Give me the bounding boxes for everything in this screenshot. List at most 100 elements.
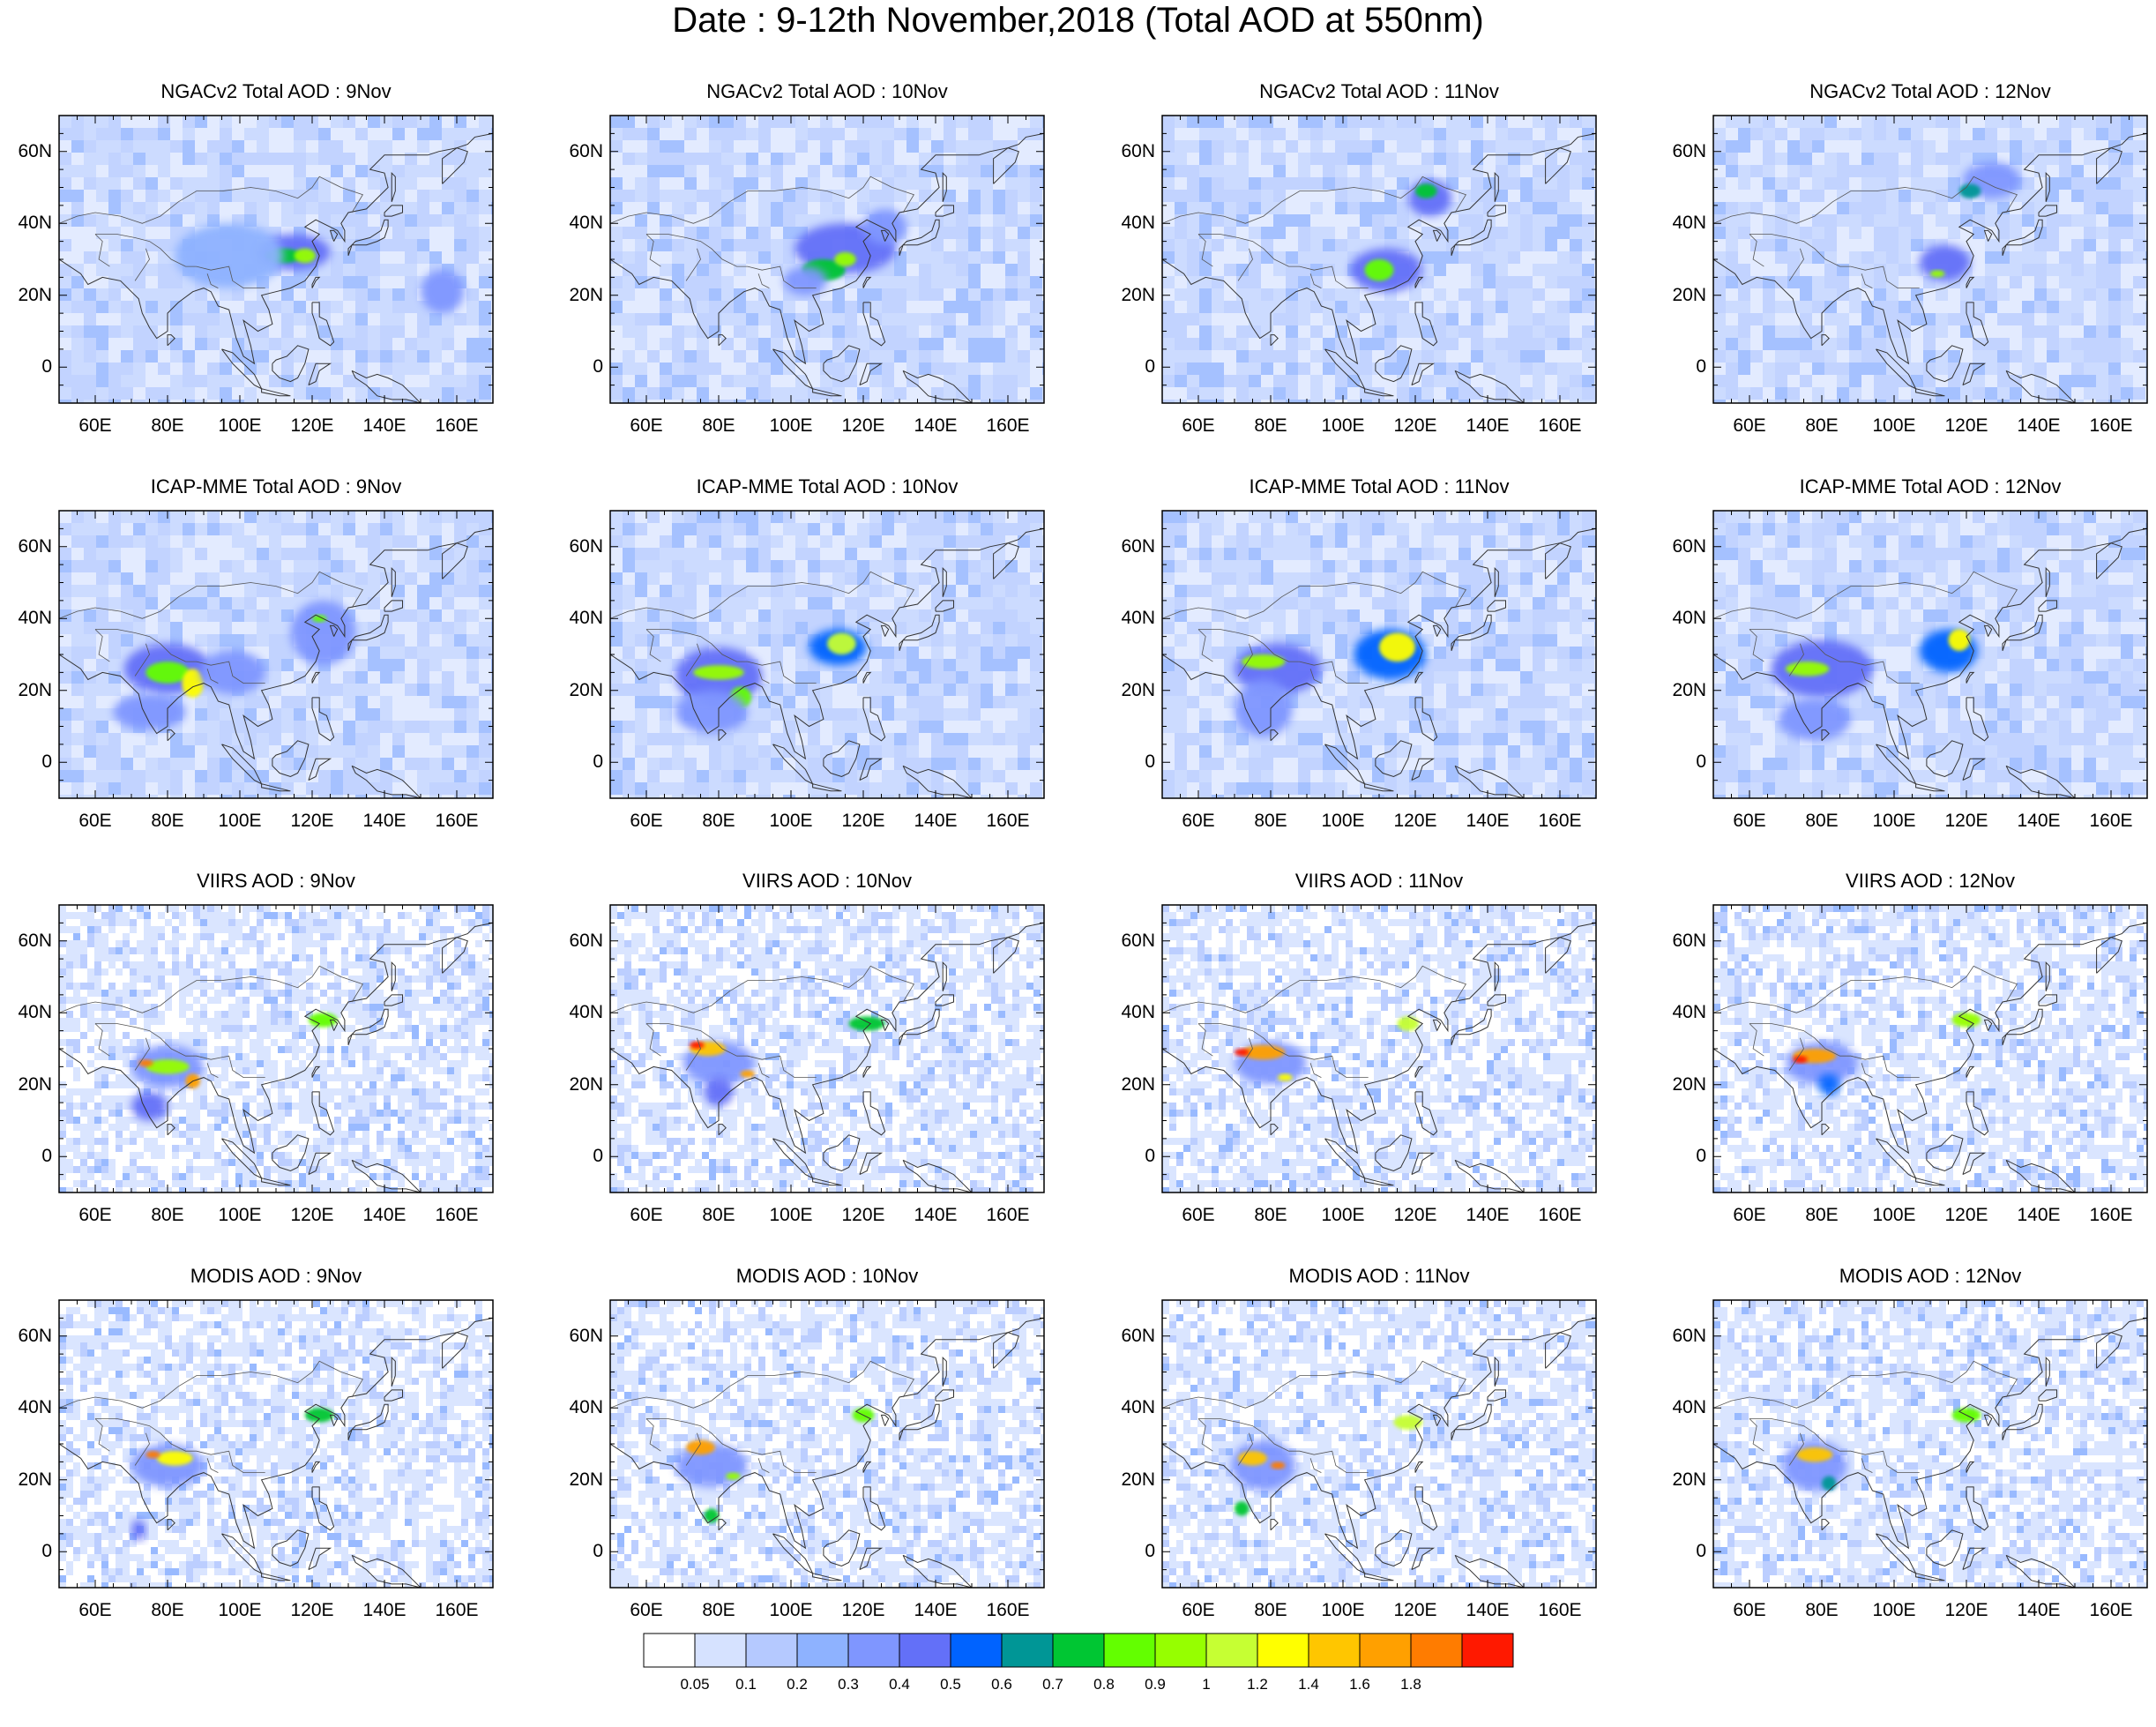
- axis-ticks: [609, 115, 1045, 404]
- aod-field: [59, 116, 493, 403]
- lon-tick-label: 160E: [2080, 415, 2142, 437]
- lat-tick-label: 60N: [1111, 141, 1155, 162]
- axis-ticks: [1712, 510, 2148, 799]
- colorbar-label: 0.1: [724, 1676, 768, 1693]
- lon-tick-label: 160E: [2080, 1205, 2142, 1226]
- lon-tick-label: 60E: [1719, 811, 1780, 832]
- panel-title: VIIRS AOD : 9Nov: [59, 870, 493, 893]
- axis-ticks: [609, 510, 1045, 799]
- colorbar-label: 0.6: [980, 1676, 1024, 1693]
- aod-plumes: [1230, 1415, 1423, 1516]
- lat-tick-label: 0: [559, 1541, 603, 1562]
- lon-tick-label: 140E: [2008, 1205, 2070, 1226]
- axis-ticks: [1161, 115, 1597, 404]
- lat-tick-label: 40N: [1111, 1002, 1155, 1023]
- lat-tick-label: 20N: [1662, 285, 1706, 306]
- lon-tick-label: 120E: [281, 415, 343, 437]
- lon-tick-label: 160E: [426, 1205, 488, 1226]
- lat-tick-label: 0: [8, 751, 52, 773]
- lat-tick-label: 60N: [559, 536, 603, 557]
- lon-tick-label: 60E: [1168, 1205, 1229, 1226]
- lon-tick-label: 140E: [354, 1205, 415, 1226]
- axis-ticks: [1161, 904, 1597, 1193]
- map-panel-r0-c1: [609, 115, 1045, 404]
- lat-tick-label: 40N: [8, 1002, 52, 1023]
- aod-plumes: [675, 1408, 875, 1523]
- lon-tick-label: 160E: [1529, 1205, 1591, 1226]
- lon-tick-label: 160E: [977, 415, 1039, 437]
- colorbar-label: 0.7: [1031, 1676, 1075, 1693]
- lon-tick-label: 120E: [1936, 811, 1997, 832]
- lon-tick-label: 80E: [1791, 811, 1853, 832]
- colorbar-swatch: [1359, 1633, 1412, 1668]
- lat-tick-label: 20N: [559, 285, 603, 306]
- lat-tick-label: 20N: [559, 1469, 603, 1491]
- lon-tick-label: 120E: [1384, 1600, 1446, 1621]
- lat-tick-label: 40N: [8, 1397, 52, 1418]
- lon-tick-label: 100E: [1863, 1205, 1925, 1226]
- lon-tick-label: 120E: [1936, 415, 1997, 437]
- lon-tick-label: 80E: [1240, 811, 1302, 832]
- panel-title: ICAP-MME Total AOD : 9Nov: [59, 475, 493, 498]
- map-panel-r3-c2: [1161, 1299, 1597, 1589]
- aod-plumes: [1781, 1408, 1981, 1491]
- lon-tick-label: 100E: [1863, 811, 1925, 832]
- colorbar-swatch: [745, 1633, 798, 1668]
- lon-tick-label: 140E: [905, 415, 966, 437]
- lat-tick-label: 20N: [1662, 1074, 1706, 1095]
- lon-tick-label: 100E: [1312, 1600, 1374, 1621]
- map-panel-r3-c3: [1712, 1299, 2148, 1589]
- lon-tick-label: 120E: [281, 1205, 343, 1226]
- coastlines: [1713, 922, 2147, 1192]
- lon-tick-label: 140E: [905, 1600, 966, 1621]
- lon-tick-label: 100E: [1863, 415, 1925, 437]
- colorbar-swatch: [1257, 1633, 1309, 1668]
- figure-title: Date : 9-12th November,2018 (Total AOD a…: [0, 0, 2156, 41]
- lon-tick-label: 140E: [1457, 1205, 1518, 1226]
- lat-tick-label: 0: [8, 1146, 52, 1167]
- panel-title: NGACv2 Total AOD : 10Nov: [610, 80, 1044, 103]
- lat-tick-label: 40N: [1111, 213, 1155, 234]
- coastlines: [610, 1317, 1044, 1588]
- lon-tick-label: 100E: [1312, 1205, 1374, 1226]
- lat-tick-label: 0: [1662, 356, 1706, 378]
- lon-tick-label: 80E: [1791, 1600, 1853, 1621]
- lat-tick-label: 40N: [1111, 608, 1155, 629]
- lon-tick-label: 60E: [1719, 1600, 1780, 1621]
- lat-tick-label: 0: [1111, 751, 1155, 773]
- lat-tick-label: 0: [1111, 1541, 1155, 1562]
- aod-field: [1713, 1300, 2147, 1588]
- colorbar-label: 0.8: [1082, 1676, 1126, 1693]
- colorbar-label: 1: [1184, 1676, 1228, 1693]
- lon-tick-label: 100E: [209, 811, 271, 832]
- lat-tick-label: 60N: [1662, 141, 1706, 162]
- panel-title: ICAP-MME Total AOD : 12Nov: [1713, 475, 2147, 498]
- lat-tick-label: 60N: [1662, 931, 1706, 952]
- lat-tick-label: 0: [1111, 1146, 1155, 1167]
- colorbar-swatch: [1001, 1633, 1054, 1668]
- lon-tick-label: 80E: [688, 1600, 750, 1621]
- lon-tick-label: 80E: [137, 415, 198, 437]
- panel-title: VIIRS AOD : 10Nov: [610, 870, 1044, 893]
- aod-field: [59, 511, 493, 798]
- lat-tick-label: 20N: [559, 1074, 603, 1095]
- colorbar-label: 0.05: [673, 1676, 717, 1693]
- lon-tick-label: 60E: [1719, 1205, 1780, 1226]
- panel-title: MODIS AOD : 9Nov: [59, 1265, 493, 1288]
- map-panel-r1-c2: [1161, 510, 1597, 799]
- lat-tick-label: 60N: [559, 141, 603, 162]
- colorbar: [643, 1633, 1514, 1668]
- lon-tick-label: 160E: [426, 811, 488, 832]
- lat-tick-label: 20N: [8, 1074, 52, 1095]
- lon-tick-label: 140E: [1457, 1600, 1518, 1621]
- lon-tick-label: 100E: [1312, 415, 1374, 437]
- aod-field: [610, 116, 1044, 403]
- map-panel-r1-c3: [1712, 510, 2148, 799]
- lon-tick-label: 80E: [1791, 415, 1853, 437]
- lon-tick-label: 160E: [1529, 1600, 1591, 1621]
- lon-tick-label: 160E: [426, 415, 488, 437]
- map-panel-r2-c3: [1712, 904, 2148, 1193]
- axis-ticks: [58, 510, 494, 799]
- lat-tick-label: 20N: [1111, 1469, 1155, 1491]
- lat-tick-label: 60N: [1111, 931, 1155, 952]
